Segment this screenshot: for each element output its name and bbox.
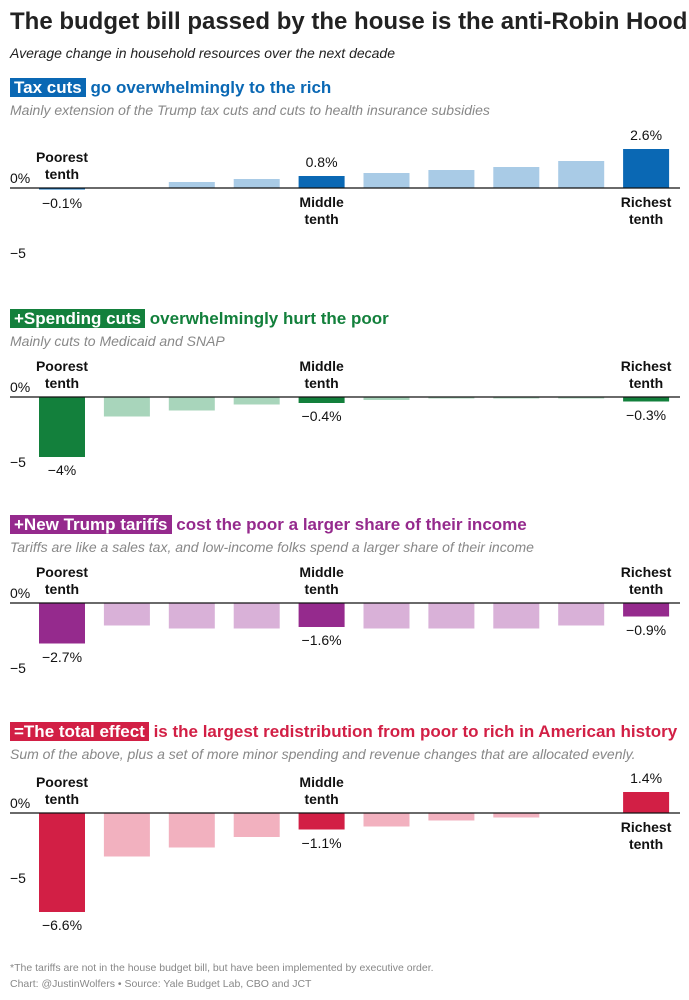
bar xyxy=(363,173,410,188)
value-label: −4% xyxy=(47,462,77,478)
panel-subtitle: Sum of the above, plus a set of more min… xyxy=(10,746,636,762)
bar xyxy=(233,603,280,629)
title-text: cost the poor a larger share of their in… xyxy=(176,515,527,534)
category-label: Richest tenth xyxy=(620,358,672,391)
bar xyxy=(298,813,345,830)
value-label: −0.3% xyxy=(626,406,667,423)
bar xyxy=(558,397,605,399)
title-text: is the largest redistribution from poor … xyxy=(153,722,678,741)
y-tick-label: −5 xyxy=(10,870,26,886)
bar xyxy=(428,813,475,821)
bar xyxy=(363,813,410,827)
bar xyxy=(493,167,540,188)
panel-subtitle: Mainly cuts to Medicaid and SNAP xyxy=(10,333,225,349)
value-label: 2.6% xyxy=(630,127,663,143)
y-tick-label: 0% xyxy=(10,795,31,811)
bar xyxy=(298,603,345,627)
category-label: Richest tenth xyxy=(620,564,672,597)
panel-subtitle: Tariffs are like a sales tax, and low-in… xyxy=(10,539,534,555)
bar xyxy=(558,603,605,626)
bar xyxy=(428,397,475,399)
panel-title: Tax cuts go overwhelmingly to the rich xyxy=(10,78,331,98)
y-tick-label: 0% xyxy=(10,379,31,395)
value-label: −0.1% xyxy=(41,194,83,211)
panel-title: =The total effect is the largest redistr… xyxy=(10,722,677,742)
chart-title: The budget bill passed by the house is t… xyxy=(10,8,688,35)
bar xyxy=(39,603,85,644)
value-label: 0.8% xyxy=(305,154,338,170)
bar xyxy=(623,397,670,402)
bar xyxy=(39,397,85,457)
value-label: 1.4% xyxy=(630,770,663,786)
y-tick-label: −5 xyxy=(10,660,26,676)
bar xyxy=(298,397,345,403)
bar xyxy=(39,813,85,912)
bar xyxy=(168,182,215,188)
chart-subtitle: Average change in household resources ov… xyxy=(10,45,396,61)
bar xyxy=(623,603,670,617)
title-tag: =The total effect xyxy=(10,722,149,741)
y-tick-label: −5 xyxy=(10,245,26,261)
category-label: Richest tenth xyxy=(620,819,672,852)
bar xyxy=(233,813,280,837)
category-label: Poorest tenth xyxy=(35,149,89,182)
title-text: go overwhelmingly to the rich xyxy=(90,78,332,97)
bar xyxy=(363,603,410,629)
category-label: Poorest tenth xyxy=(35,358,89,391)
footnote: *The tariffs are not in the house budget… xyxy=(10,962,434,974)
title-tag: Tax cuts xyxy=(10,78,86,97)
bar xyxy=(493,603,540,629)
value-label: −1.1% xyxy=(301,834,342,851)
y-tick-label: 0% xyxy=(10,585,31,601)
bar xyxy=(493,813,540,818)
title-text: overwhelmingly hurt the poor xyxy=(149,309,389,328)
category-label: Middle tenth xyxy=(299,194,344,227)
bar xyxy=(233,179,280,188)
category-label: Poorest tenth xyxy=(35,564,89,597)
value-label: −0.4% xyxy=(301,408,342,424)
y-tick-label: 0% xyxy=(10,170,31,186)
title-tag: +Spending cuts xyxy=(10,309,146,328)
source: Chart: @JustinWolfers • Source: Yale Bud… xyxy=(10,978,312,990)
bar xyxy=(363,397,410,400)
panel-title: +New Trump tariffs cost the poor a large… xyxy=(10,515,527,535)
bar xyxy=(168,603,215,629)
title-tag: +New Trump tariffs xyxy=(10,515,172,534)
category-label: Middle tenth xyxy=(299,358,344,391)
bar xyxy=(623,149,670,188)
value-label: −2.7% xyxy=(41,648,83,665)
value-label: −6.6% xyxy=(41,917,83,933)
panel-title: +Spending cuts overwhelmingly hurt the p… xyxy=(10,309,389,329)
bar xyxy=(428,603,475,629)
value-label: −1.6% xyxy=(301,632,342,648)
bar xyxy=(428,170,475,188)
bar xyxy=(103,813,150,857)
panel-subtitle: Mainly extension of the Trump tax cuts a… xyxy=(10,102,490,118)
bar xyxy=(39,188,85,190)
category-label: Richest tenth xyxy=(620,194,672,227)
category-label: Middle tenth xyxy=(299,564,344,597)
bar xyxy=(493,397,540,399)
bar xyxy=(168,813,215,848)
bar xyxy=(298,176,345,188)
value-label: −0.9% xyxy=(626,621,667,638)
category-label: Poorest tenth xyxy=(35,774,89,807)
bar xyxy=(233,397,280,405)
category-label: Middle tenth xyxy=(299,774,344,807)
bar xyxy=(103,603,150,626)
y-tick-label: −5 xyxy=(10,454,26,470)
bar xyxy=(103,397,150,417)
bar xyxy=(168,397,215,411)
bar xyxy=(623,792,670,813)
bar xyxy=(558,161,605,188)
